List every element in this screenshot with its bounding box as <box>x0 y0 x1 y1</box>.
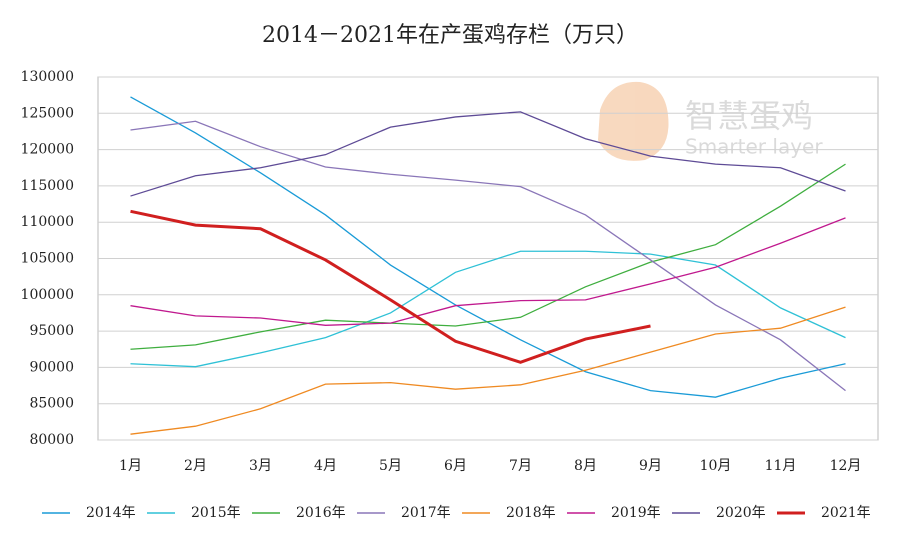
line-series <box>130 163 846 350</box>
x-tick-label: 1月 <box>119 458 142 474</box>
legend-label: 2017年 <box>401 505 451 521</box>
line-series <box>130 217 846 326</box>
legend-label: 2018年 <box>506 505 556 521</box>
y-tick-label: 90000 <box>29 359 74 375</box>
x-tick-label: 9月 <box>639 458 662 474</box>
line-series <box>130 96 846 398</box>
watermark: 智慧蛋鸡 Smarter layer <box>598 81 823 161</box>
y-tick-label: 80000 <box>29 432 74 448</box>
watermark-subtitle: Smarter layer <box>685 135 823 159</box>
y-tick-label: 85000 <box>29 396 74 412</box>
x-tick-label: 12月 <box>830 458 862 474</box>
x-tick-label: 3月 <box>249 458 272 474</box>
x-tick-label: 6月 <box>444 458 467 474</box>
chart-title: 2014－2021年在产蛋鸡存栏（万只） <box>262 23 638 48</box>
x-tick-label: 4月 <box>314 458 337 474</box>
line-series <box>130 209 651 364</box>
line-series <box>130 250 846 368</box>
legend-label: 2016年 <box>296 505 346 521</box>
y-tick-label: 100000 <box>21 287 74 303</box>
x-tick-label: 5月 <box>379 458 402 474</box>
line-series <box>130 306 846 435</box>
y-tick-label: 110000 <box>21 214 74 230</box>
x-tick-label: 2月 <box>184 458 207 474</box>
y-tick-label: 95000 <box>29 323 74 339</box>
x-tick-label: 7月 <box>509 458 532 474</box>
legend-label: 2020年 <box>716 505 766 521</box>
x-tick-label: 8月 <box>574 458 597 474</box>
line-series <box>130 111 846 197</box>
watermark-logo <box>598 81 669 161</box>
y-tick-label: 115000 <box>21 178 74 194</box>
legend-label: 2015年 <box>191 505 241 521</box>
legend-label: 2021年 <box>821 505 871 521</box>
x-tick-label: 11月 <box>765 458 797 474</box>
legend-label: 2014年 <box>86 505 136 521</box>
y-tick-label: 125000 <box>21 105 74 121</box>
line-series <box>130 120 846 392</box>
x-tick-label: 10月 <box>700 458 732 474</box>
legend-label: 2019年 <box>611 505 661 521</box>
watermark-title: 智慧蛋鸡 <box>685 97 813 135</box>
y-tick-label: 130000 <box>21 69 74 85</box>
y-tick-label: 105000 <box>21 251 74 267</box>
y-tick-label: 120000 <box>21 142 74 158</box>
